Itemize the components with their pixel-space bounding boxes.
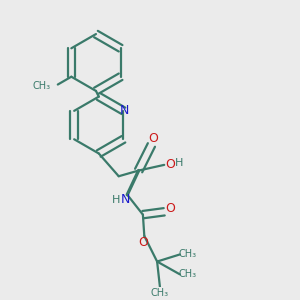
Text: H: H (112, 195, 121, 205)
Text: O: O (148, 132, 158, 145)
Text: CH₃: CH₃ (151, 288, 169, 298)
Text: CH₃: CH₃ (33, 81, 51, 91)
Text: O: O (166, 158, 176, 170)
Text: N: N (120, 104, 130, 117)
Text: O: O (165, 202, 175, 215)
Text: N: N (120, 193, 130, 206)
Text: H: H (175, 158, 184, 168)
Text: O: O (139, 236, 148, 249)
Text: CH₃: CH₃ (179, 269, 197, 279)
Text: CH₃: CH₃ (179, 249, 197, 260)
